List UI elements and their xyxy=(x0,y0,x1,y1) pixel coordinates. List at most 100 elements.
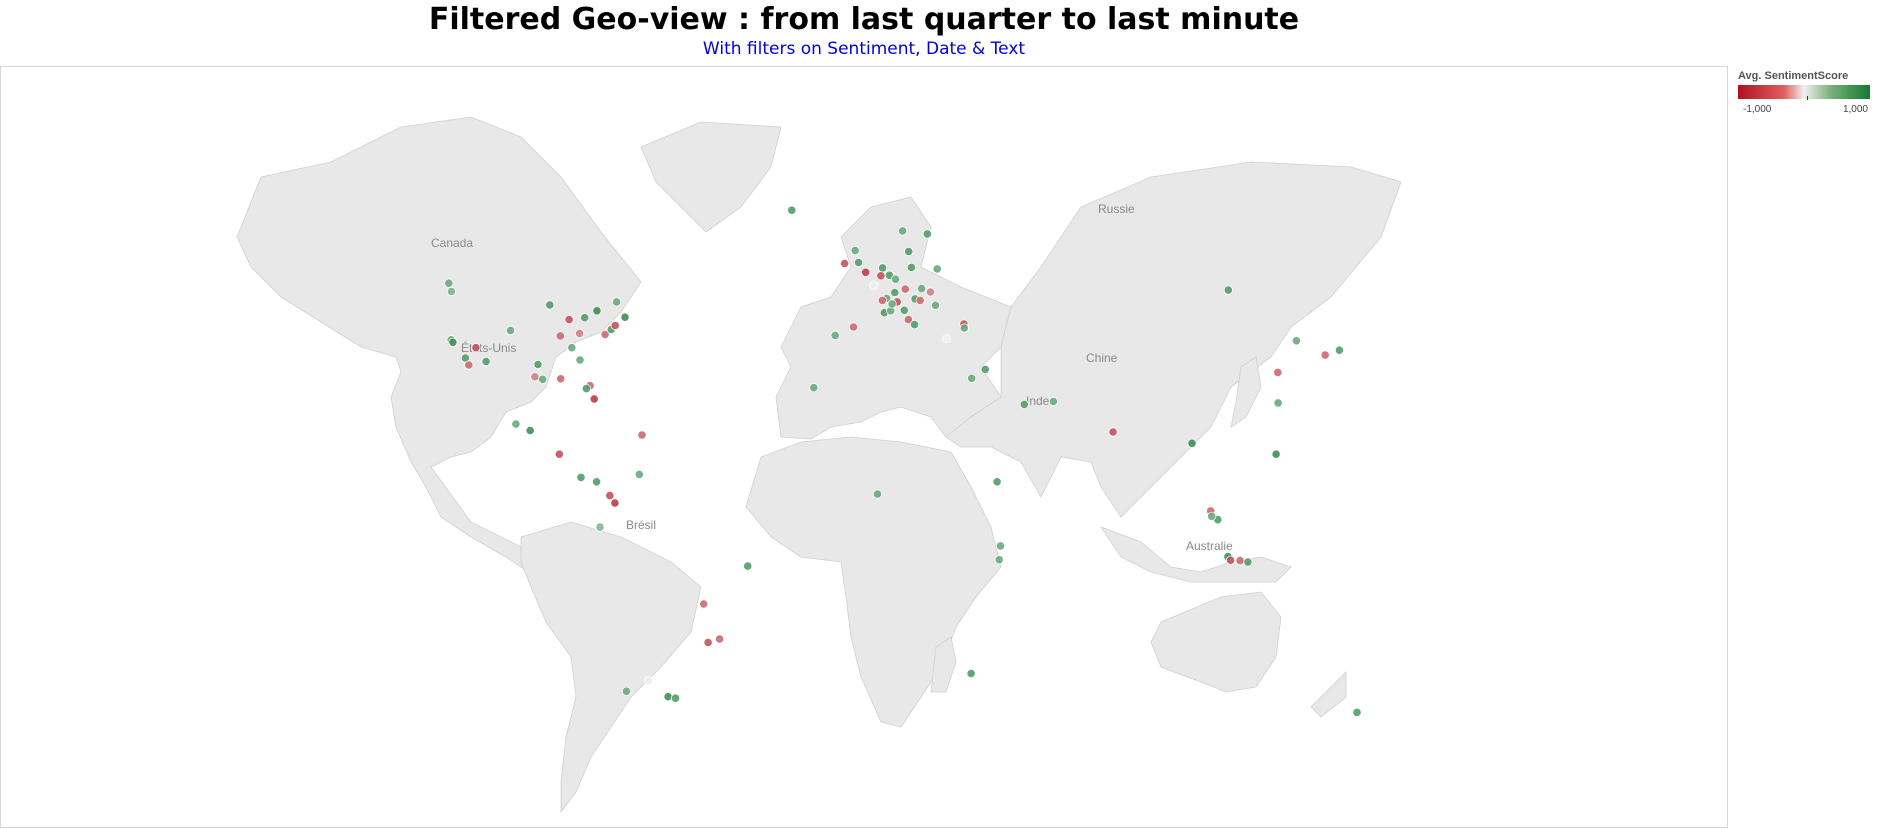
map-point-3[interactable] xyxy=(464,360,474,370)
map-point-8[interactable] xyxy=(505,325,516,336)
map-point-54[interactable] xyxy=(850,246,860,256)
map-point-41[interactable] xyxy=(670,693,681,703)
color-legend[interactable]: Avg. SentimentScore -1,000 1,000 xyxy=(1738,70,1870,115)
map-point-62[interactable] xyxy=(890,287,900,298)
map-point-4[interactable] xyxy=(471,343,481,353)
map-point-104[interactable] xyxy=(994,555,1004,565)
map-point-33[interactable] xyxy=(591,477,602,487)
legend-gradient-bar[interactable] xyxy=(1738,85,1870,99)
map-point-50[interactable] xyxy=(848,322,859,332)
map-point-44[interactable] xyxy=(714,634,725,644)
map-point-106[interactable] xyxy=(992,477,1002,487)
map-point-42[interactable] xyxy=(643,676,654,686)
map-point-48[interactable] xyxy=(830,330,840,340)
map-point-24[interactable] xyxy=(545,300,555,310)
map-point-28[interactable] xyxy=(581,383,592,394)
map-point-64[interactable] xyxy=(877,295,887,305)
map-point-61[interactable] xyxy=(900,284,910,294)
map-point-76[interactable] xyxy=(915,295,925,305)
map-point-21[interactable] xyxy=(620,312,630,322)
map-point-43[interactable] xyxy=(703,637,713,648)
map-point-94[interactable] xyxy=(1291,336,1302,346)
map-point-57[interactable] xyxy=(876,271,886,281)
map-point-101[interactable] xyxy=(1226,555,1236,565)
data-points[interactable] xyxy=(444,205,1362,718)
map-point-103[interactable] xyxy=(1243,557,1253,567)
map-point-18[interactable] xyxy=(600,329,610,339)
map-point-12[interactable] xyxy=(556,374,566,384)
map-point-79[interactable] xyxy=(897,226,908,236)
map-point-30[interactable] xyxy=(511,419,521,429)
map-point-22[interactable] xyxy=(592,306,602,316)
map-point-88[interactable] xyxy=(1108,427,1118,437)
map-point-49[interactable] xyxy=(809,383,819,393)
map-point-16[interactable] xyxy=(589,394,599,404)
map-point-85[interactable] xyxy=(967,373,977,383)
map-point-6[interactable] xyxy=(446,286,457,297)
map-point-95[interactable] xyxy=(1320,350,1330,360)
map-point-78[interactable] xyxy=(922,229,932,239)
map-point-53[interactable] xyxy=(853,257,864,268)
map-point-71[interactable] xyxy=(909,320,920,330)
map-point-36[interactable] xyxy=(605,490,615,501)
map-point-83[interactable] xyxy=(959,323,969,333)
map-point-59[interactable] xyxy=(890,274,901,284)
map-point-90[interactable] xyxy=(1223,285,1233,295)
map-point-89[interactable] xyxy=(1187,438,1197,448)
map-point-26[interactable] xyxy=(567,343,577,353)
map-point-9[interactable] xyxy=(530,372,540,382)
map-point-34[interactable] xyxy=(637,430,647,440)
map-point-20[interactable] xyxy=(610,320,620,331)
map-point-99[interactable] xyxy=(1207,511,1217,521)
map-point-56[interactable] xyxy=(877,263,888,273)
map-point-29[interactable] xyxy=(525,425,535,436)
map-point-69[interactable] xyxy=(899,305,909,315)
map-point-77[interactable] xyxy=(930,300,941,310)
map-point-107[interactable] xyxy=(872,489,883,499)
map-point-38[interactable] xyxy=(634,469,644,479)
map-point-60[interactable] xyxy=(906,262,917,272)
map-point-86[interactable] xyxy=(1019,399,1029,409)
map-point-108[interactable] xyxy=(966,668,976,679)
map-point-1[interactable] xyxy=(448,337,458,347)
map-point-51[interactable] xyxy=(839,258,850,269)
map-point-81[interactable] xyxy=(941,334,951,344)
map-point-25[interactable] xyxy=(555,331,565,341)
map-point-14[interactable] xyxy=(575,355,585,365)
map-point-11[interactable] xyxy=(538,374,548,384)
map-point-47[interactable] xyxy=(787,205,797,215)
map-point-73[interactable] xyxy=(925,287,936,297)
map-point-45[interactable] xyxy=(699,599,709,609)
map-point-93[interactable] xyxy=(1271,449,1281,459)
map-point-52[interactable] xyxy=(861,267,871,277)
map-point-84[interactable] xyxy=(980,364,990,374)
map-point-80[interactable] xyxy=(904,247,914,257)
map-point-32[interactable] xyxy=(576,472,586,482)
map-point-72[interactable] xyxy=(916,284,927,294)
map-point-74[interactable] xyxy=(932,264,942,274)
map-point-31[interactable] xyxy=(554,449,564,459)
map-point-39[interactable] xyxy=(621,686,632,696)
map-point-35[interactable] xyxy=(610,498,620,508)
map-point-46[interactable] xyxy=(743,561,753,571)
map-point-96[interactable] xyxy=(1334,345,1345,355)
map-point-92[interactable] xyxy=(1273,398,1283,408)
map-point-87[interactable] xyxy=(1048,396,1059,407)
map-view[interactable]: Canada États-Unis Brésil Russie Chine In… xyxy=(0,66,1728,828)
map-point-27[interactable] xyxy=(574,328,585,338)
map-point-70[interactable] xyxy=(903,315,914,325)
map-point-55[interactable] xyxy=(869,280,879,290)
map-point-15[interactable] xyxy=(580,313,590,323)
map-point-5[interactable] xyxy=(481,356,491,367)
world-map[interactable]: Canada États-Unis Brésil Russie Chine In… xyxy=(1,67,1727,827)
map-point-105[interactable] xyxy=(995,541,1006,551)
map-point-91[interactable] xyxy=(1273,367,1283,377)
map-point-40[interactable] xyxy=(663,692,673,702)
map-point-68[interactable] xyxy=(887,299,897,309)
map-point-13[interactable] xyxy=(564,315,574,325)
map-point-7[interactable] xyxy=(444,278,454,288)
map-point-102[interactable] xyxy=(1235,555,1245,566)
map-point-37[interactable] xyxy=(595,522,605,532)
map-point-109[interactable] xyxy=(1352,707,1362,718)
map-point-23[interactable] xyxy=(611,297,622,307)
